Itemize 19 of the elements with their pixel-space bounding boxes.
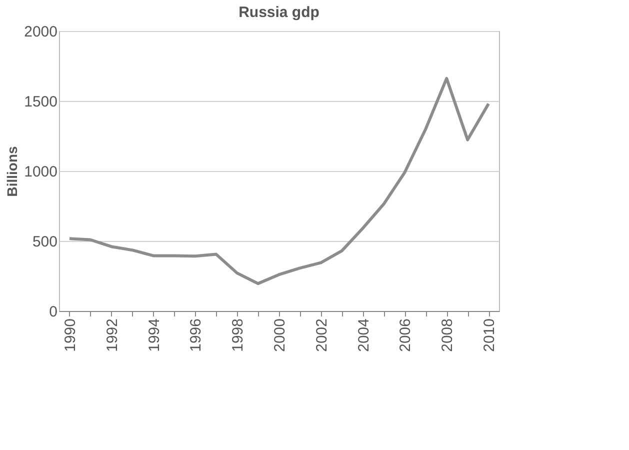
y-tick-label: 0 <box>49 304 58 320</box>
chart-title: Russia gdp <box>238 4 320 21</box>
x-tick-label: 2004 <box>355 318 372 352</box>
x-tick-label: 2010 <box>481 318 498 352</box>
x-tick-label: 2000 <box>272 318 288 352</box>
x-tick-label: 2008 <box>439 318 456 352</box>
line-series <box>68 76 490 286</box>
x-tick-label: 1996 <box>188 318 205 352</box>
x-tick-label: 1998 <box>230 318 247 352</box>
x-tick-label: 1992 <box>104 318 121 352</box>
x-tick-label: 1994 <box>146 318 163 352</box>
y-tick-label: 500 <box>32 234 58 250</box>
x-tick-label: 2002 <box>313 318 330 352</box>
x-tick-label: 1990 <box>62 318 79 352</box>
x-tick-label: 2006 <box>397 318 414 352</box>
y-tick-label: 2000 <box>24 24 58 40</box>
y-tick-label: 1500 <box>24 94 58 110</box>
y-axis-title: Billions <box>4 146 20 197</box>
y-tick-label: 1000 <box>24 164 58 180</box>
